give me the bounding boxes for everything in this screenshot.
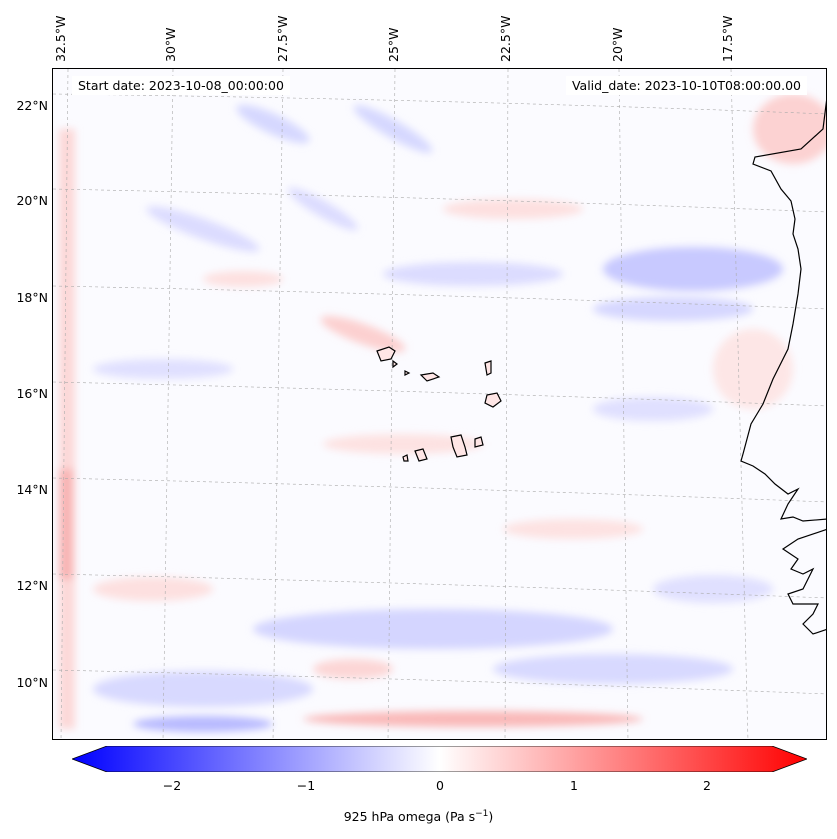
lon-label-17-5w: 17.5°W <box>720 15 735 62</box>
colorbar-label-text: 925 hPa omega (Pa s <box>343 809 476 825</box>
gridlines <box>53 69 826 739</box>
lon-label-27-5w: 27.5°W <box>275 15 290 62</box>
omega-field <box>59 94 826 732</box>
lon-label-25w: 25°W <box>386 27 401 62</box>
colorbar-tick-1: 1 <box>570 778 578 793</box>
cape-verde-islands <box>376 346 502 462</box>
map-canvas <box>53 69 826 739</box>
lon-label-32-5w: 32.5°W <box>53 15 68 62</box>
lat-label-20n: 20°N <box>16 193 48 208</box>
colorbar-label-sup: −1 <box>475 809 489 819</box>
lon-label-30w: 30°W <box>163 27 178 62</box>
lat-label-12n: 12°N <box>16 578 48 593</box>
omega-map <box>52 68 827 740</box>
colorbar-tick-0: 0 <box>436 778 444 793</box>
africa-coastline <box>740 100 826 635</box>
colorbar-label: 925 hPa omega (Pa s−1) <box>0 809 837 824</box>
lat-label-16n: 16°N <box>16 386 48 401</box>
colorbar <box>70 745 809 773</box>
colorbar-tick-neg1: −1 <box>296 778 316 793</box>
lat-label-10n: 10°N <box>16 675 48 690</box>
lon-label-22-5w: 22.5°W <box>498 15 513 62</box>
colorbar-tick-2: 2 <box>703 778 711 793</box>
start-date-label: Start date: 2023-10-08_00:00:00 <box>72 76 290 95</box>
lat-label-14n: 14°N <box>16 482 48 497</box>
valid-date-label: Valid_date: 2023-10-10T08:00:00.00 <box>565 76 807 95</box>
colorbar-label-end: ) <box>488 809 494 825</box>
lat-label-22n: 22°N <box>16 98 48 113</box>
lat-label-18n: 18°N <box>16 290 48 305</box>
lon-label-20w: 20°W <box>610 27 625 62</box>
colorbar-tick-neg2: −2 <box>162 778 182 793</box>
colorbar-svg <box>70 745 809 773</box>
